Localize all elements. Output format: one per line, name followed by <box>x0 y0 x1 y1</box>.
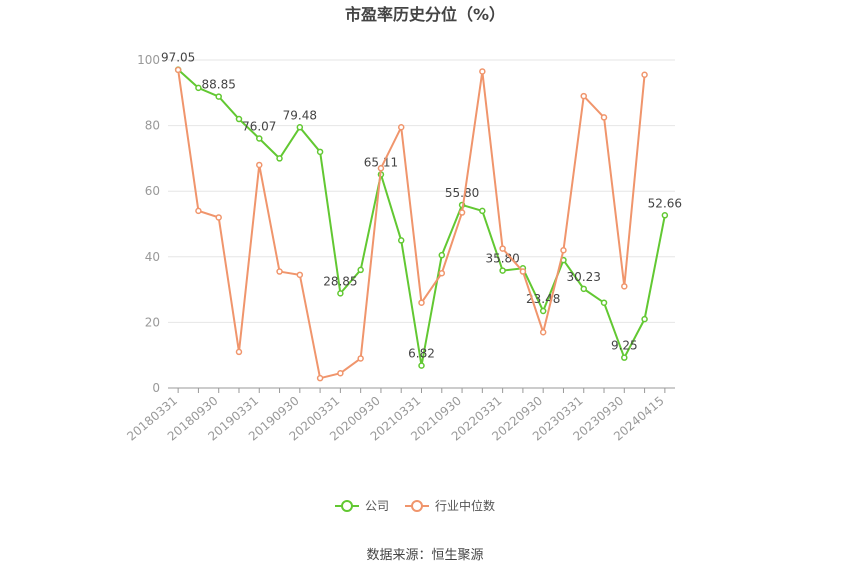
data-label: 55.80 <box>445 186 479 200</box>
series-line <box>177 68 666 366</box>
data-point <box>621 283 628 290</box>
data-point <box>337 369 344 377</box>
data-point <box>337 290 344 297</box>
data-point <box>296 124 304 131</box>
data-point <box>195 84 202 92</box>
data-point <box>195 207 202 215</box>
data-point <box>539 328 547 336</box>
data-point <box>316 374 324 382</box>
data-point <box>357 266 364 274</box>
data-point <box>397 237 405 244</box>
y-tick-label: 20 <box>145 315 160 329</box>
data-point <box>397 123 405 131</box>
data-point <box>215 93 222 100</box>
data-point <box>519 268 527 275</box>
legend-label: 行业中位数 <box>435 498 495 513</box>
data-point <box>438 251 446 259</box>
data-point <box>235 115 243 123</box>
data-label: 6.82 <box>408 347 435 361</box>
data-point <box>479 207 486 215</box>
data-point <box>661 212 669 219</box>
data-point <box>418 362 425 369</box>
data-point <box>560 246 567 254</box>
data-point <box>235 348 243 356</box>
data-label: 52.66 <box>648 196 682 210</box>
data-point <box>458 209 466 216</box>
data-point <box>479 68 486 75</box>
legend-marker <box>341 500 353 512</box>
data-label: 30.23 <box>567 270 601 284</box>
data-point <box>418 299 425 306</box>
legend-label: 公司 <box>365 499 389 513</box>
data-label: 9.25 <box>611 339 638 353</box>
data-point <box>377 164 385 172</box>
data-point <box>256 135 263 142</box>
data-point <box>316 148 324 156</box>
data-label: 97.05 <box>161 51 195 65</box>
data-point <box>276 155 283 162</box>
y-tick-label: 0 <box>152 381 160 395</box>
data-label: 79.48 <box>283 108 317 122</box>
chart-title: 市盈率历史分位（%） <box>345 5 505 24</box>
data-point <box>600 114 608 121</box>
data-point <box>438 269 446 277</box>
data-point <box>499 245 506 252</box>
data-point <box>641 71 648 79</box>
series-line <box>177 69 646 380</box>
data-point <box>580 92 587 100</box>
y-tick-label: 60 <box>145 184 160 198</box>
data-point <box>641 315 648 323</box>
data-label: 28.85 <box>323 274 357 288</box>
data-label: 88.85 <box>202 78 236 92</box>
data-point <box>499 267 506 274</box>
data-point <box>174 66 182 74</box>
data-label: 35.80 <box>485 252 519 266</box>
data-point <box>580 285 587 293</box>
y-tick-label: 100 <box>137 53 160 67</box>
data-point <box>296 271 304 279</box>
legend-marker <box>411 500 423 512</box>
data-point <box>539 307 547 315</box>
data-point <box>357 355 364 362</box>
y-tick-label: 80 <box>145 119 160 133</box>
y-tick-label: 40 <box>145 250 160 264</box>
data-label: 76.07 <box>242 119 276 133</box>
source: 数据来源：恒生聚源 <box>366 548 483 563</box>
data-label: 65.11 <box>364 155 398 169</box>
data-point <box>256 161 263 169</box>
data-point <box>600 299 608 306</box>
data-point <box>621 354 628 361</box>
data-point <box>276 268 283 275</box>
data-point <box>215 214 222 221</box>
